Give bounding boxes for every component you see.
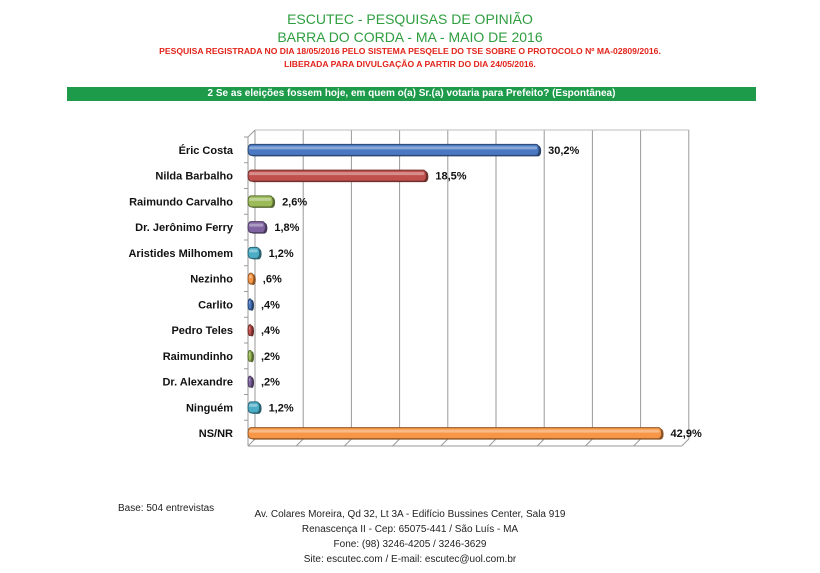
category-label: Raimundo Carvalho [129, 196, 233, 208]
grid-floor-line [392, 438, 400, 447]
category-label: Carlito [198, 299, 233, 311]
bar-highlight [249, 249, 258, 253]
bar-8 [247, 324, 253, 337]
bar-3 [247, 195, 274, 208]
bar-12 [247, 427, 663, 440]
value-label: ,4% [261, 299, 280, 311]
survey-title: ESCUTEC - PESQUISAS DE OPINIÃO [287, 11, 533, 27]
bar-highlight [249, 275, 252, 279]
release-notice: LIBERADA PARA DIVULGAÇÃO A PARTIR DO DIA… [284, 59, 536, 69]
grid-floor-line [488, 438, 497, 447]
grid-floor-line [585, 438, 593, 447]
bar-highlight [249, 197, 272, 201]
bar-highlight [249, 146, 538, 150]
value-label: 18,5% [435, 171, 466, 183]
value-label: 1,2% [269, 248, 294, 260]
bar-11 [247, 401, 261, 414]
footer-city: Renascença II - Cep: 65075-441 / São Luí… [301, 524, 519, 535]
footer-phone: Fone: (98) 3246-4205 / 3246-3629 [333, 539, 487, 550]
chart-bars [247, 143, 664, 440]
category-label: NS/NR [199, 428, 233, 440]
survey-subtitle: BARRA DO CORDA - MA - MAIO DE 2016 [277, 29, 543, 45]
bar-9 [247, 349, 253, 362]
wall-top-edge [247, 129, 256, 138]
bar-highlight [249, 172, 425, 176]
category-label: Aristides Milhomem [128, 248, 233, 260]
value-label: 1,2% [269, 402, 294, 414]
category-label: Dr. Alexandre [162, 377, 233, 389]
value-label: ,6% [263, 274, 282, 286]
grid-floor-line [344, 438, 352, 447]
category-label: Dr. Jerônimo Ferry [135, 222, 234, 234]
grid-floor-line [536, 438, 545, 447]
bar-6 [247, 272, 255, 285]
value-label: ,2% [261, 351, 280, 363]
grid-floor-line [247, 438, 256, 447]
bar-1 [247, 143, 540, 156]
grid-floor-line [633, 438, 641, 447]
bar-10 [247, 375, 253, 388]
bar-7 [247, 298, 253, 311]
category-label: Pedro Teles [171, 325, 233, 337]
value-label: 30,2% [548, 145, 579, 157]
footer-address: Av. Colares Moreira, Qd 32, Lt 3A - Edif… [254, 509, 566, 520]
footer-site: Site: escutec.com / E-mail: escutec@uol.… [303, 554, 517, 565]
bar-highlight [249, 352, 250, 356]
question-banner: 2 Se as eleições fossem hoje, em quem o(… [67, 87, 756, 101]
grid-floor-line [681, 438, 690, 447]
value-label: 1,8% [274, 222, 299, 234]
bar-highlight [249, 403, 258, 407]
value-label: ,2% [261, 377, 280, 389]
value-label: ,4% [261, 325, 280, 337]
bar-highlight [249, 300, 250, 304]
category-label: Éric Costa [179, 144, 234, 157]
sample-base: Base: 504 entrevistas [118, 503, 215, 514]
bar-5 [247, 246, 261, 259]
grid-floor-line [440, 438, 449, 447]
value-label: 42,9% [671, 428, 702, 440]
bar-highlight [249, 429, 660, 433]
value-label: 2,6% [282, 196, 307, 208]
category-label: Nezinho [190, 274, 233, 286]
bar-highlight [249, 223, 264, 227]
registration-notice: PESQUISA REGISTRADA NO DIA 18/05/2016 PE… [159, 46, 661, 56]
grid-floor-line [295, 438, 304, 447]
bar-highlight [249, 326, 250, 330]
category-label: Nilda Barbalho [155, 171, 233, 183]
bar-4 [247, 221, 266, 234]
bar-highlight [249, 378, 250, 382]
category-label: Ninguém [186, 402, 233, 414]
category-label: Raimundinho [163, 351, 234, 363]
chart-labels: Éric Costa 30,2% Nilda Barbalho 18,5% Raimun… [128, 144, 701, 440]
bar-2 [247, 169, 427, 182]
